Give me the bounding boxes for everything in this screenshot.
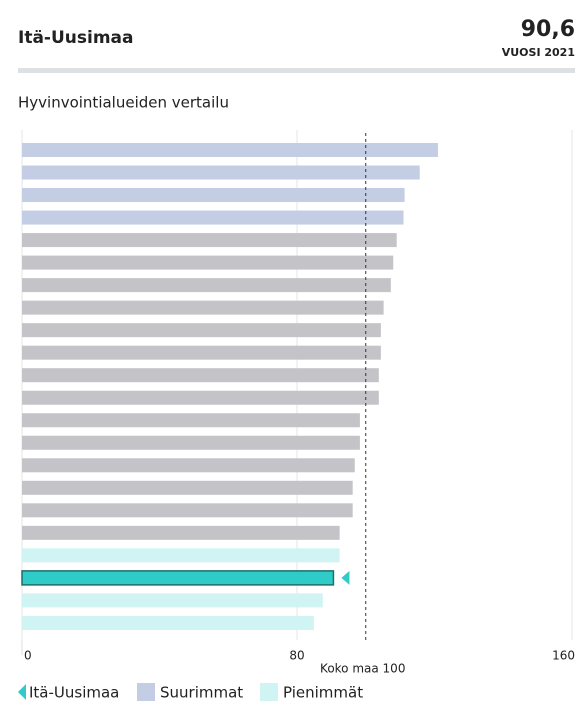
region-title: Itä-Uusimaa [18,28,134,48]
legend-label: Pienimmät [283,684,363,701]
bar [22,278,391,293]
bar [22,188,405,203]
legend-label: Itä-Uusimaa [29,684,119,701]
bar [22,480,353,495]
bar [22,615,314,630]
legend-swatch [137,683,155,701]
x-tick-label: 80 [289,649,304,663]
legend-marker [18,684,26,700]
bar [22,413,360,428]
bar [22,210,404,225]
reference-label: Koko maa 100 [320,662,405,676]
bar [22,345,381,360]
bar [22,300,384,315]
bar [22,390,379,405]
bar [22,323,381,338]
year-label: VUOSI 2021 [502,46,575,59]
x-tick-label: 0 [24,649,32,663]
divider [18,68,575,73]
selected-marker [341,570,350,585]
bar [22,503,353,518]
bar [22,165,420,180]
bar [22,525,340,540]
legend-swatch [260,683,278,701]
legend-label: Suurimmat [160,684,243,701]
bar [21,570,335,586]
bar [22,548,340,563]
bar [22,143,438,157]
bar [22,233,397,248]
bar [22,435,360,450]
bar [22,593,323,608]
headline-value: 90,6 [521,17,575,42]
bar [22,255,394,270]
x-tick-label: 160 [552,649,575,663]
bar [22,458,355,473]
chart-title: Hyvinvointialueiden vertailu [18,94,229,112]
bar [22,368,379,383]
